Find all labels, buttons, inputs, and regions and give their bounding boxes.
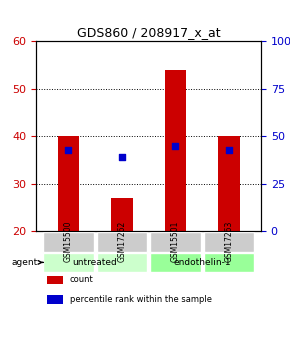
Text: agent: agent (11, 258, 43, 267)
Bar (111, 198, 133, 231)
Bar (97, 253, 147, 272)
Point (119, 154, 124, 160)
Bar (165, 70, 186, 231)
Bar (204, 231, 254, 252)
Bar (97, 231, 147, 252)
Text: GSM15501: GSM15501 (171, 221, 180, 262)
Bar (150, 253, 200, 272)
Bar (48, 276, 63, 284)
Bar (43, 253, 93, 272)
Bar (204, 253, 254, 272)
Bar (58, 136, 79, 231)
Bar (43, 231, 93, 252)
Text: untreated: untreated (73, 258, 117, 267)
Point (173, 143, 178, 148)
Bar (218, 136, 240, 231)
Text: endothelin-1: endothelin-1 (173, 258, 231, 267)
Text: percentile rank within the sample: percentile rank within the sample (70, 295, 212, 304)
Point (66, 147, 71, 152)
Text: GSM17263: GSM17263 (224, 221, 233, 262)
Text: GSM17262: GSM17262 (117, 221, 126, 262)
Point (226, 147, 231, 152)
Bar (48, 295, 63, 304)
Text: GSM15500: GSM15500 (64, 221, 73, 263)
Bar (150, 231, 200, 252)
Title: GDS860 / 208917_x_at: GDS860 / 208917_x_at (77, 26, 220, 39)
Text: count: count (70, 275, 94, 284)
